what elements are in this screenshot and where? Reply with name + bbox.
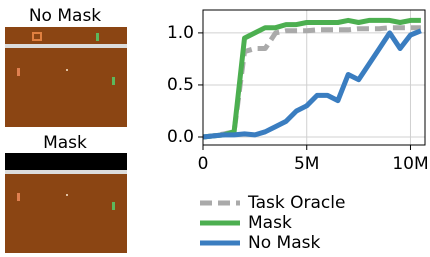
panel-title: No Mask — [29, 6, 101, 26]
y-tick-label: 0.5 — [167, 75, 194, 95]
legend-label: Task Oracle — [247, 193, 345, 213]
y-tick-label: 0.0 — [167, 127, 194, 147]
x-tick-label: 10M — [392, 154, 428, 174]
figure: No Mask Mask 0.00.51.005M10MTask OracleM… — [0, 0, 430, 253]
y-tick-label: 1.0 — [167, 23, 194, 43]
game-frame — [5, 27, 127, 127]
x-tick-label: 0 — [198, 154, 209, 174]
legend-label: Mask — [248, 213, 292, 233]
panel-title: Mask — [43, 133, 87, 153]
legend-label: No Mask — [248, 233, 320, 253]
x-tick-label: 5M — [294, 154, 319, 174]
game-frame — [5, 153, 127, 253]
